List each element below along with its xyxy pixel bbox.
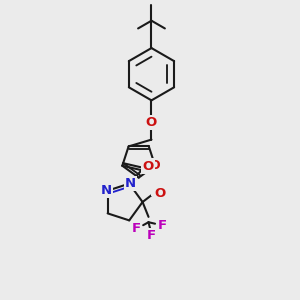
Text: H: H (152, 186, 160, 196)
Text: N: N (100, 184, 112, 197)
Text: F: F (158, 219, 167, 232)
Text: F: F (131, 222, 141, 235)
Text: O: O (154, 187, 165, 200)
Text: N: N (125, 177, 136, 190)
Text: O: O (146, 116, 157, 129)
Text: O: O (142, 160, 154, 173)
Text: O: O (150, 159, 160, 172)
Text: F: F (146, 229, 155, 242)
